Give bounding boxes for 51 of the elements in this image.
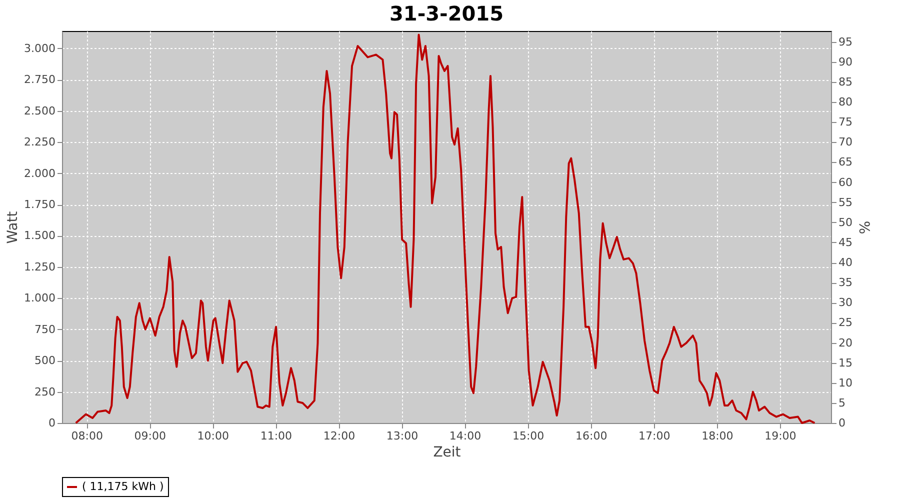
y-tick-label: 2.750 [24, 73, 56, 86]
y-tick-label: 1.500 [24, 229, 56, 242]
y2-tick-label: 10 [838, 376, 852, 390]
x-tick-label: 19:00 [764, 430, 796, 442]
y2-tick-label: 30 [838, 296, 852, 310]
y2-tick-label: 95 [838, 35, 852, 48]
line-series [74, 34, 816, 424]
y2-tick-label: 0 [838, 416, 846, 430]
y2-tick-label: 60 [838, 176, 852, 189]
y2-tick-label: 70 [838, 136, 852, 149]
y-tick-label: 0 [48, 416, 56, 430]
y2-tick-label: 50 [838, 216, 852, 229]
x-tick-label: 12:00 [323, 430, 356, 442]
y-tick-label: 500 [34, 354, 56, 368]
y-tick-label: 2.000 [24, 166, 56, 180]
x-tick-label: 09:00 [134, 430, 166, 442]
y-tick-label: 1.750 [24, 198, 56, 212]
y2-tick-label: 25 [838, 316, 852, 330]
x-tick-label: 17:00 [638, 430, 670, 442]
x-tick-label: 14:00 [449, 430, 482, 442]
y2-tick-label: 45 [838, 236, 852, 249]
y2-tick-label: 55 [838, 196, 852, 209]
y-axis-title: Watt [5, 210, 22, 244]
y2-tick-label: 20 [838, 336, 852, 350]
x-tick-label: 13:00 [386, 430, 418, 442]
x-tick-label: 10:00 [197, 430, 229, 442]
y2-tick-label: 40 [838, 256, 852, 270]
y2-tick-label: 15 [838, 356, 852, 370]
x-tick-label: 15:00 [512, 430, 544, 442]
x-axis-title: Zeit [433, 444, 462, 460]
y-tick-label: 1.000 [24, 292, 56, 305]
x-tick-label: 16:00 [575, 430, 608, 442]
y-tick-label: 750 [34, 322, 56, 336]
y-tick-label: 3.000 [24, 42, 56, 55]
x-tick-label: 08:00 [71, 430, 103, 442]
y2-tick-label: 5 [838, 396, 846, 410]
legend-label: ( 11,175 kWh ) [82, 480, 164, 493]
y2-axis-title: % [855, 220, 872, 234]
x-tick-label: 11:00 [260, 430, 292, 442]
y2-tick-label: 35 [838, 276, 852, 290]
y-tick-label: 1.250 [24, 260, 56, 274]
y2-tick-label: 85 [838, 75, 852, 88]
y2-tick-label: 75 [838, 116, 852, 129]
y2-tick-label: 80 [838, 96, 852, 109]
y-tick-label: 2.500 [24, 104, 56, 118]
y-tick-label: 2.250 [24, 136, 56, 149]
y2-tick-label: 65 [838, 156, 852, 169]
y-tick-label: 250 [34, 385, 56, 398]
chart-title: 31-3-2015 [389, 1, 504, 26]
x-tick-label: 18:00 [702, 430, 734, 442]
y2-tick-label: 90 [838, 55, 852, 68]
